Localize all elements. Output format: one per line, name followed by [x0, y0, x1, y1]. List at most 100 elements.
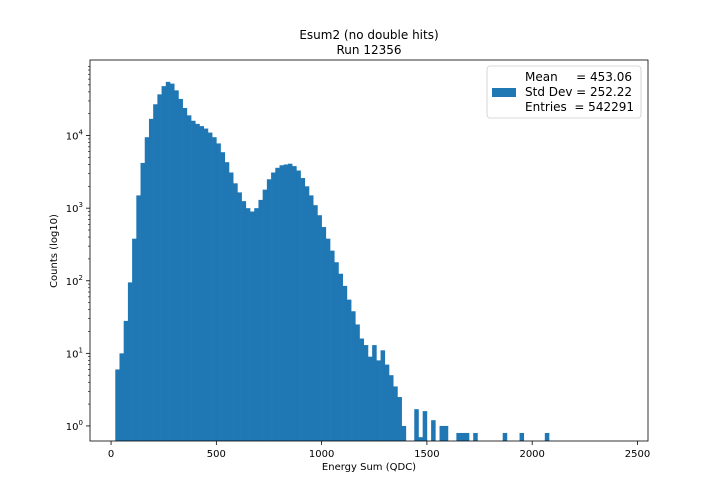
- histogram-bar: [401, 425, 407, 441]
- histogram-bar: [460, 432, 466, 441]
- histogram-bar: [334, 262, 339, 441]
- x-axis-ticks: 0 500 1000 1500 2000 2500: [108, 441, 650, 460]
- histogram-bar: [346, 299, 352, 441]
- histogram-bar: [283, 164, 289, 441]
- histogram-bar: [195, 123, 200, 441]
- y-tick-exponent: 3: [79, 201, 83, 209]
- histogram-bar: [140, 162, 146, 441]
- histogram-bar: [161, 86, 167, 441]
- histogram-bar: [292, 166, 297, 441]
- x-tick-label: 2000: [519, 449, 544, 460]
- histogram-bar: [389, 375, 394, 441]
- histogram-bar: [367, 356, 373, 441]
- x-tick-label: 1500: [414, 449, 439, 460]
- histogram-bar: [330, 250, 335, 441]
- histogram-bar: [182, 107, 188, 442]
- legend: Mean = 453.06 Std Dev = 252.22 Entries =…: [486, 65, 642, 119]
- histogram-bar: [203, 128, 209, 441]
- histogram-bar: [250, 211, 255, 441]
- histogram-bar: [216, 143, 221, 442]
- x-tick-label: 1000: [309, 449, 334, 460]
- histogram-bar: [359, 338, 365, 441]
- histogram-bar: [224, 162, 230, 441]
- histogram-bar: [321, 227, 327, 441]
- chart-subtitle: Run 12356: [337, 43, 402, 57]
- histogram-bar: [287, 163, 293, 441]
- histogram-bar: [123, 320, 129, 441]
- histogram-bar: [376, 360, 381, 441]
- histogram-bar: [363, 345, 369, 441]
- histogram-bar: [199, 126, 204, 441]
- histogram-bar: [245, 208, 251, 441]
- histogram-bar: [502, 432, 508, 441]
- x-tick-label: 500: [207, 449, 226, 460]
- histogram-bar: [544, 432, 550, 441]
- y-tick-exponent: 4: [79, 129, 84, 137]
- histogram-bar: [464, 432, 470, 441]
- histogram-bar: [304, 186, 310, 441]
- histogram-bar: [313, 205, 318, 441]
- legend-mean-label: Mean: [525, 70, 558, 84]
- histogram-bar: [254, 208, 259, 441]
- y-tick-exponent: 2: [79, 274, 83, 282]
- histogram-bar: [279, 165, 285, 441]
- histogram-bar: [372, 345, 377, 441]
- histogram-bar: [266, 179, 272, 442]
- histogram-bar: [397, 397, 402, 441]
- histogram-bar: [300, 178, 306, 442]
- histogram-bar: [342, 285, 348, 441]
- x-tick-label: 2500: [625, 449, 650, 460]
- histogram-bar: [519, 432, 525, 441]
- y-tick-exponent: 1: [79, 346, 83, 354]
- legend-mean-value: = 453.06: [576, 70, 632, 84]
- histogram-bar: [473, 432, 478, 441]
- histogram-bar: [418, 437, 423, 441]
- x-tick-label: 0: [108, 449, 114, 460]
- histogram-bar: [144, 137, 150, 441]
- histogram-bar: [422, 411, 428, 441]
- histogram-bar: [296, 170, 301, 442]
- histogram-bar: [384, 364, 390, 441]
- histogram-bar: [241, 201, 247, 441]
- legend-box: [486, 65, 642, 119]
- histogram-bar: [262, 189, 268, 441]
- histogram-bar: [275, 167, 280, 442]
- histogram-bar: [338, 273, 343, 441]
- legend-stddev-label: Std Dev: [525, 85, 572, 99]
- histogram-bar: [237, 192, 242, 441]
- histogram-bar: [115, 369, 120, 441]
- histogram-bar: [393, 386, 398, 441]
- histogram-bar: [271, 172, 276, 441]
- histogram-bar: [136, 195, 141, 441]
- x-axis-label: Energy Sum (QDC): [322, 462, 416, 473]
- chart-title: Esum2 (no double hits): [299, 28, 438, 42]
- y-axis-label: Counts (log10): [49, 214, 60, 288]
- histogram-bar: [178, 98, 183, 442]
- histogram-bar: [165, 81, 171, 441]
- histogram-bar: [439, 425, 445, 441]
- histogram-bar: [308, 195, 314, 441]
- legend-entries-label: Entries: [525, 100, 567, 114]
- histogram-bar: [186, 115, 192, 442]
- histogram-bar: [380, 350, 386, 441]
- histogram-bar: [212, 137, 217, 441]
- histogram-bar: [132, 238, 137, 441]
- histogram-bar: [148, 118, 154, 442]
- histogram-bar: [170, 83, 175, 442]
- y-tick-exponent: 0: [79, 419, 83, 427]
- histogram-bar: [233, 183, 238, 441]
- histogram-bar: [207, 132, 213, 441]
- histogram-bar: [153, 104, 158, 441]
- legend-stddev-value: = 252.22: [576, 85, 632, 99]
- legend-entries-value: = 542291: [574, 100, 634, 114]
- histogram-bars: [115, 81, 550, 442]
- histogram-bar: [228, 172, 234, 441]
- histogram-bar: [431, 420, 436, 441]
- histogram-bar: [355, 324, 360, 441]
- histogram-bar: [220, 152, 226, 441]
- plot-frame: [89, 59, 649, 442]
- histogram-bar: [258, 199, 263, 441]
- histogram-bar: [317, 215, 322, 441]
- histogram-bar: [119, 353, 124, 441]
